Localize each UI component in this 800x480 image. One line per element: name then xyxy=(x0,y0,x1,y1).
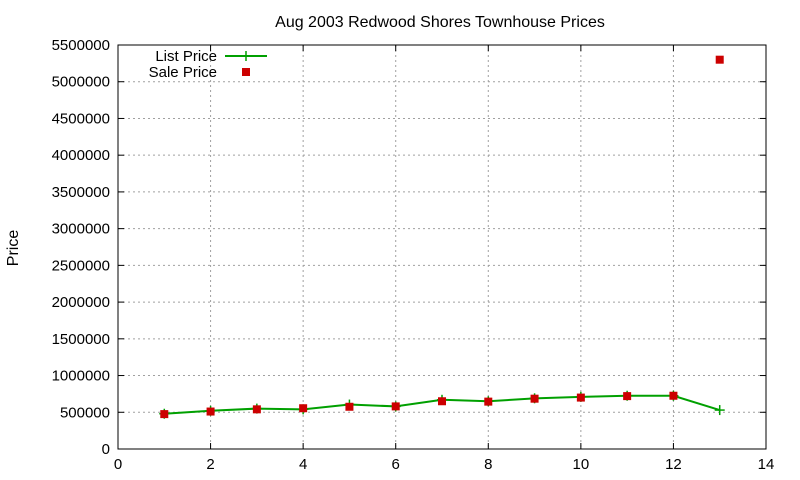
sale-price-point xyxy=(299,404,308,413)
x-tick-label: 2 xyxy=(206,456,214,473)
y-axis-label: Price xyxy=(5,230,22,267)
x-tick-label: 12 xyxy=(665,456,682,473)
x-tick-label: 4 xyxy=(299,456,307,473)
sale-price-point xyxy=(252,405,261,414)
sale-price-point xyxy=(576,393,585,402)
sale-price-point xyxy=(715,55,724,64)
x-tick-label: 0 xyxy=(114,456,122,473)
sale-price-point xyxy=(160,410,169,419)
plot-series xyxy=(159,55,725,419)
sale-price-point xyxy=(206,407,215,416)
sale-price-point xyxy=(530,394,539,403)
legend-label: List Price xyxy=(155,48,217,65)
sale-price-point xyxy=(345,402,354,411)
sale-price-point xyxy=(438,397,446,406)
y-tick-label: 5500000 xyxy=(52,37,110,54)
y-tick-label: 4500000 xyxy=(52,110,110,127)
y-tick-label: 3500000 xyxy=(52,184,110,201)
list-price-point xyxy=(714,405,725,416)
y-tick-label: 2000000 xyxy=(52,294,110,311)
y-tick-label: 0 xyxy=(102,441,110,458)
sale-price-point xyxy=(391,402,400,411)
y-tick-label: 1500000 xyxy=(52,331,110,348)
legend-square-swatch xyxy=(242,68,250,76)
legend-label: Sale Price xyxy=(149,64,217,81)
y-tick-label: 4000000 xyxy=(52,147,110,164)
y-tick-label: 3000000 xyxy=(52,221,110,238)
chart-title: Aug 2003 Redwood Shores Townhouse Prices xyxy=(275,14,605,31)
legend-plus-swatch xyxy=(241,51,251,61)
sale-price-point xyxy=(669,391,678,400)
sale-price-point xyxy=(623,392,632,401)
series-2 xyxy=(160,55,724,419)
y-tick-label: 5000000 xyxy=(52,74,110,91)
grid xyxy=(118,45,766,449)
y-tick-label: 1000000 xyxy=(52,368,110,385)
x-tick-label: 10 xyxy=(573,456,590,473)
sale-price-point xyxy=(484,397,493,406)
x-tick-label: 8 xyxy=(484,456,492,473)
plot-frame xyxy=(117,44,767,450)
y-tick-label: 2500000 xyxy=(52,257,110,274)
y-tick-label: 500000 xyxy=(60,404,110,421)
x-tick-label: 6 xyxy=(392,456,400,473)
axis-ticks: 0 2 4 6 8 10 12 14 0 500000 1000000 1500000 2000000 2… xyxy=(52,37,775,473)
x-tick-label: 14 xyxy=(758,456,775,473)
